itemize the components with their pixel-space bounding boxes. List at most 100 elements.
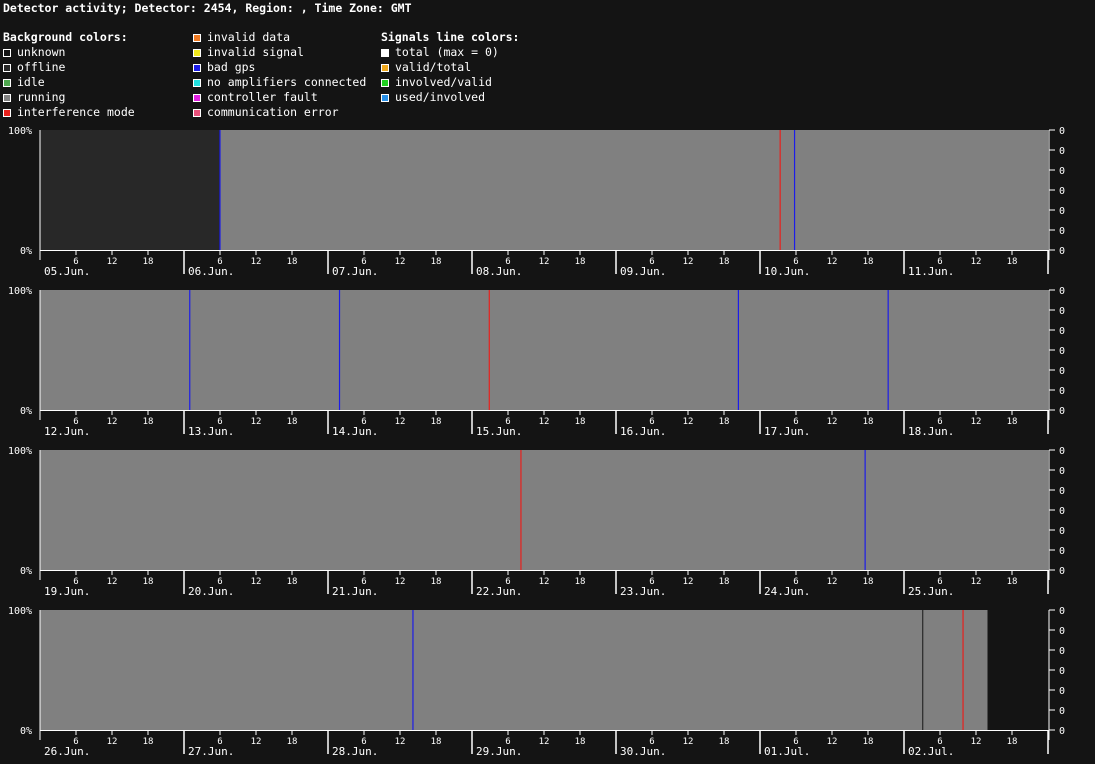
legend-swatch [381, 93, 389, 102]
y-tick-label-right: 0 [1059, 526, 1065, 537]
hour-tick-label: 12 [107, 577, 118, 587]
y-tick-label-right: 0 [1059, 666, 1065, 677]
y-tick-label-right: 0 [1059, 386, 1065, 397]
day-label: 13.Jun. [188, 425, 234, 438]
y-tick-label-right: 0 [1059, 366, 1065, 377]
hour-tick-label: 18 [143, 257, 154, 267]
hour-tick-label: 18 [431, 257, 442, 267]
legend-item-total: total (max = 0) [381, 45, 519, 60]
legend-swatch [193, 63, 201, 72]
legend-swatch [381, 48, 389, 57]
hour-tick-label: 12 [971, 257, 982, 267]
hour-tick-label: 12 [251, 417, 262, 427]
legend-signals-title: Signals line colors: [381, 30, 520, 44]
day-label: 16.Jun. [620, 425, 666, 438]
day-label: 25.Jun. [908, 585, 954, 598]
hour-tick-label: 18 [1007, 257, 1018, 267]
legend-signals-column: Signals line colors: total (max = 0) val… [381, 30, 519, 105]
day-label: 19.Jun. [44, 585, 90, 598]
hour-tick-label: 18 [863, 577, 874, 587]
y-tick-label-right: 0 [1059, 326, 1065, 337]
hour-tick-label: 12 [827, 417, 838, 427]
y-tick-label-right: 0 [1059, 226, 1065, 237]
y-tick-label-right: 0 [1059, 126, 1065, 137]
legend-item-unknown: unknown [3, 45, 135, 60]
hour-tick-label: 12 [395, 577, 406, 587]
hour-tick-label: 18 [719, 577, 730, 587]
hour-tick-label: 18 [143, 577, 154, 587]
hour-tick-label: 18 [575, 737, 586, 747]
y-tick-label-right: 0 [1059, 306, 1065, 317]
hour-tick-label: 6 [217, 737, 222, 747]
hour-tick-label: 18 [431, 417, 442, 427]
hour-tick-label: 12 [251, 577, 262, 587]
hour-tick-label: 12 [971, 737, 982, 747]
hour-tick-label: 6 [793, 737, 798, 747]
y-tick-label-right: 0 [1059, 206, 1065, 217]
hour-tick-label: 6 [649, 257, 654, 267]
legend-swatch [3, 93, 11, 102]
legend-item-controller-fault: controller fault [193, 90, 366, 105]
hour-tick-label: 12 [251, 257, 262, 267]
hour-tick-label: 18 [575, 417, 586, 427]
day-label: 22.Jun. [476, 585, 522, 598]
day-label: 09.Jun. [620, 265, 666, 278]
hour-tick-label: 6 [505, 417, 510, 427]
segment-running [40, 290, 1048, 410]
hour-tick-label: 18 [431, 577, 442, 587]
y-tick-label: 100% [8, 126, 32, 137]
y-tick-label-right: 0 [1059, 646, 1065, 657]
hour-tick-label: 6 [73, 577, 78, 587]
hour-tick-label: 12 [827, 737, 838, 747]
hour-tick-label: 6 [505, 737, 510, 747]
hour-tick-label: 18 [863, 257, 874, 267]
hour-tick-label: 6 [361, 577, 366, 587]
hour-tick-label: 12 [539, 577, 550, 587]
legend-swatch [381, 78, 389, 87]
legend-item-invalid-signal: invalid signal [193, 45, 366, 60]
segment-running [40, 610, 988, 730]
hour-tick-label: 12 [107, 417, 118, 427]
legend-swatch [3, 108, 11, 117]
day-label: 20.Jun. [188, 585, 234, 598]
hour-tick-label: 18 [287, 417, 298, 427]
hour-tick-label: 12 [539, 417, 550, 427]
hour-tick-label: 12 [971, 577, 982, 587]
hour-tick-label: 6 [73, 257, 78, 267]
legend-swatch [193, 93, 201, 102]
y-tick-label-right: 0 [1059, 446, 1065, 457]
day-label: 17.Jun. [764, 425, 810, 438]
hour-tick-label: 6 [73, 417, 78, 427]
hour-tick-label: 12 [107, 737, 118, 747]
day-label: 07.Jun. [332, 265, 378, 278]
day-label: 10.Jun. [764, 265, 810, 278]
hour-tick-label: 12 [683, 737, 694, 747]
segment-offline [40, 130, 220, 250]
hour-tick-label: 18 [431, 737, 442, 747]
legend-item-idle: idle [3, 75, 135, 90]
hour-tick-label: 18 [863, 737, 874, 747]
hour-tick-label: 6 [793, 257, 798, 267]
hour-tick-label: 6 [649, 417, 654, 427]
hour-tick-label: 6 [937, 257, 942, 267]
y-tick-label: 0% [20, 246, 32, 257]
segment-unknown [987, 610, 1048, 730]
legend-item-communication-error: communication error [193, 105, 366, 120]
legend-item-invalid-data: invalid data [193, 30, 366, 45]
hour-tick-label: 18 [143, 737, 154, 747]
y-tick-label: 100% [8, 446, 32, 457]
y-tick-label: 100% [8, 286, 32, 297]
y-tick-label-right: 0 [1059, 706, 1065, 717]
day-label: 26.Jun. [44, 745, 90, 758]
hour-tick-label: 18 [1007, 417, 1018, 427]
hour-tick-label: 18 [575, 257, 586, 267]
hour-tick-label: 6 [505, 577, 510, 587]
y-tick-label: 0% [20, 566, 32, 577]
hour-tick-label: 6 [649, 737, 654, 747]
hour-tick-label: 12 [827, 577, 838, 587]
hour-tick-label: 12 [251, 737, 262, 747]
day-label: 01.Jul. [764, 745, 810, 758]
y-tick-label-right: 0 [1059, 606, 1065, 617]
hour-tick-label: 12 [539, 257, 550, 267]
y-tick-label-right: 0 [1059, 726, 1065, 737]
